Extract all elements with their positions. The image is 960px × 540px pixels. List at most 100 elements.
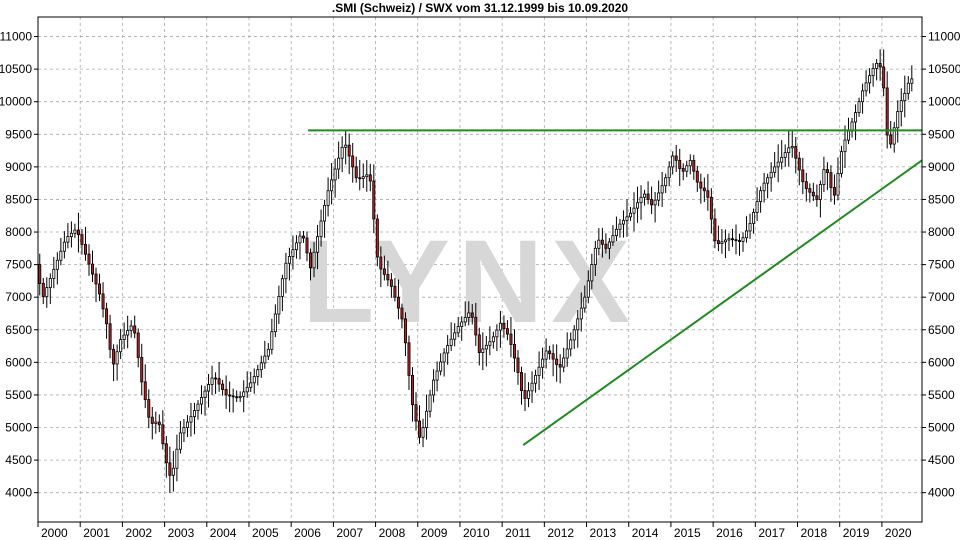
candle-body — [238, 395, 242, 399]
y-tick-label: 10500 — [928, 62, 960, 76]
candle-body — [38, 264, 42, 284]
x-tick-label: 2012 — [547, 526, 574, 540]
candle-body — [126, 330, 130, 336]
candle-body — [340, 146, 344, 159]
candle-body — [808, 188, 812, 193]
candle-body — [319, 220, 323, 238]
candle-body — [224, 389, 228, 396]
candle-body — [738, 240, 741, 242]
candle-body — [882, 66, 886, 89]
candle-body — [474, 316, 478, 336]
candle-body — [660, 185, 664, 194]
candle-body — [755, 201, 759, 213]
candle-body — [421, 427, 425, 438]
candle-body — [516, 357, 520, 373]
candle-body — [168, 462, 172, 476]
x-tick-label: 2014 — [632, 526, 659, 540]
candle-body — [752, 212, 756, 224]
candle-body — [576, 318, 580, 331]
candle-body — [323, 205, 327, 222]
candle-body — [607, 241, 611, 249]
candle-body — [794, 146, 798, 159]
x-tick-label: 2009 — [421, 526, 448, 540]
candle-body — [766, 177, 770, 184]
candle-body — [709, 196, 713, 220]
candle-body — [720, 241, 724, 245]
candle-body — [569, 339, 573, 350]
candle-body — [298, 235, 302, 244]
x-tick-label: 2002 — [125, 526, 152, 540]
candle-body — [333, 168, 337, 181]
candle-body — [41, 283, 45, 298]
candle-body — [453, 332, 457, 340]
candle-body — [133, 325, 137, 334]
candle-body — [481, 348, 485, 353]
candle-body — [344, 144, 348, 148]
candle-body — [242, 391, 246, 397]
candle-body — [143, 381, 147, 400]
candle-body — [351, 155, 355, 168]
candle-body — [597, 239, 601, 249]
candle-body — [379, 256, 383, 270]
x-tick-label: 2000 — [41, 526, 68, 540]
y-tick-label: 7000 — [928, 290, 955, 304]
candle-body — [593, 247, 597, 266]
candle-body — [460, 321, 464, 327]
candle-body — [418, 420, 422, 438]
candle-body — [245, 386, 249, 393]
candle-body — [270, 331, 274, 350]
candle-body — [316, 236, 320, 253]
x-tick-label: 2020 — [885, 526, 912, 540]
candle-body — [548, 350, 552, 355]
candle-body — [646, 193, 650, 200]
candle-body — [52, 268, 56, 279]
candle-body — [815, 195, 819, 200]
candle-body — [790, 146, 794, 149]
x-tick-label: 2006 — [294, 526, 321, 540]
candle-body — [505, 328, 509, 335]
candle-body — [730, 238, 734, 241]
candle-body — [249, 382, 253, 388]
candle-body — [843, 139, 847, 153]
candle-body — [583, 296, 587, 309]
candle-body — [745, 230, 749, 239]
candle-body — [825, 169, 829, 173]
candle-body — [829, 172, 833, 188]
candle-body — [861, 90, 865, 103]
candle-body — [407, 342, 411, 376]
candle-body — [839, 151, 843, 174]
candle-body — [600, 239, 604, 245]
candle-body — [854, 112, 858, 123]
y-tick-label: 6500 — [5, 323, 32, 337]
candle-body — [695, 170, 699, 183]
candle-body — [252, 376, 256, 384]
candle-body — [294, 242, 298, 251]
candle-body — [470, 312, 474, 318]
y-tick-label: 5500 — [5, 388, 32, 402]
candle-body — [456, 326, 460, 334]
candle-body — [727, 238, 731, 241]
candle-body — [287, 256, 291, 264]
candle-body — [748, 222, 752, 232]
plot-frame — [37, 16, 923, 523]
candle-body — [358, 177, 362, 180]
candle-body — [62, 241, 66, 252]
candle-body — [614, 228, 618, 237]
candle-body — [562, 357, 566, 368]
candle-body — [579, 307, 583, 320]
candle-body — [119, 339, 123, 353]
candle-body — [389, 279, 393, 287]
candle-body — [836, 172, 840, 196]
candle-body — [277, 295, 281, 315]
candle-body — [875, 62, 879, 69]
candle-body — [161, 424, 165, 445]
candle-body — [446, 345, 450, 354]
candles — [38, 49, 914, 494]
candle-body — [847, 130, 850, 141]
candle-body — [305, 237, 309, 254]
candle-body — [678, 159, 682, 169]
candle-body — [326, 190, 330, 206]
candle-body — [393, 285, 397, 298]
candle-body — [530, 382, 534, 392]
candle-body — [101, 293, 105, 310]
